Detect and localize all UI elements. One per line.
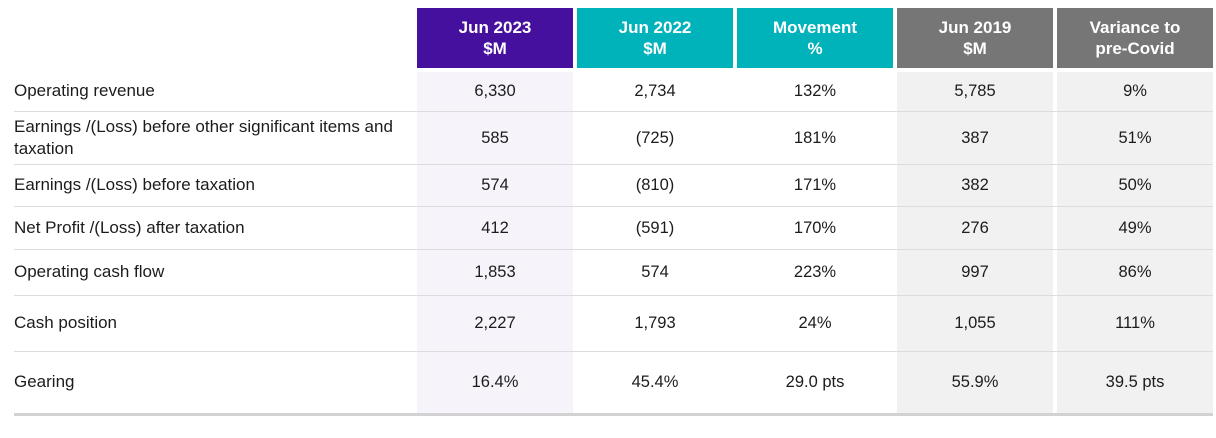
row-label: Gearing xyxy=(14,372,75,392)
value-cell-jun-2022: 45.4% xyxy=(577,352,733,413)
column-header-jun-2019: Jun 2019 $M xyxy=(897,8,1053,68)
value-cell-jun-2019: 387 xyxy=(897,112,1053,164)
table-row-cash-position: Cash position 2,227 1,793 24% 1,055 111% xyxy=(14,296,1213,352)
table-row-net-profit-after-taxation: Net Profit /(Loss) after taxation 412 (5… xyxy=(14,207,1213,250)
value-cell-movement: 24% xyxy=(737,296,893,351)
column-header-line2: $M xyxy=(963,39,987,58)
table-body: Operating revenue 6,330 2,734 132% 5,785… xyxy=(14,72,1213,416)
value-cell-movement: 29.0 pts xyxy=(737,352,893,413)
value-cell-jun-2019: 1,055 xyxy=(897,296,1053,351)
column-header-line2: $M xyxy=(643,39,667,58)
value-cell-movement: 132% xyxy=(737,72,893,111)
value-cell-variance: 86% xyxy=(1057,250,1213,295)
table-row-gearing: Gearing 16.4% 45.4% 29.0 pts 55.9% 39.5 … xyxy=(14,352,1213,416)
column-header-line1: Jun 2019 xyxy=(938,17,1012,37)
value-cell-variance: 50% xyxy=(1057,165,1213,206)
value-cell-jun-2023: 1,853 xyxy=(417,250,573,295)
value-cell-jun-2022: 1,793 xyxy=(577,296,733,351)
column-header-variance-pre-covid: Variance to pre-Covid xyxy=(1057,8,1213,68)
table-row-earnings-before-significant-items: Earnings /(Loss) before other significan… xyxy=(14,112,1213,165)
value-cell-jun-2023: 585 xyxy=(417,112,573,164)
column-header-line1: Jun 2022 xyxy=(618,17,692,37)
row-label: Cash position xyxy=(14,313,118,333)
value-cell-variance: 39.5 pts xyxy=(1057,352,1213,413)
value-cell-jun-2019: 997 xyxy=(897,250,1053,295)
value-cell-variance: 9% xyxy=(1057,72,1213,111)
value-cell-jun-2023: 412 xyxy=(417,207,573,249)
row-label: Operating revenue xyxy=(14,81,155,101)
value-cell-movement: 223% xyxy=(737,250,893,295)
table-row-operating-revenue: Operating revenue 6,330 2,734 132% 5,785… xyxy=(14,72,1213,112)
value-cell-jun-2022: (591) xyxy=(577,207,733,249)
column-header-line1: Movement xyxy=(772,17,858,37)
column-header-jun-2023: Jun 2023 $M xyxy=(417,8,573,68)
value-cell-jun-2019: 276 xyxy=(897,207,1053,249)
row-label: Operating cash flow xyxy=(14,262,165,282)
value-cell-variance: 111% xyxy=(1057,296,1213,351)
row-label: Earnings /(Loss) before taxation xyxy=(14,175,255,195)
column-header-line2: $M xyxy=(483,39,507,58)
value-cell-movement: 181% xyxy=(737,112,893,164)
value-cell-jun-2019: 5,785 xyxy=(897,72,1053,111)
header-spacer xyxy=(14,8,413,68)
column-header-line2: pre-Covid xyxy=(1095,39,1175,58)
value-cell-movement: 170% xyxy=(737,207,893,249)
value-cell-jun-2019: 382 xyxy=(897,165,1053,206)
value-cell-jun-2023: 574 xyxy=(417,165,573,206)
column-header-line2: % xyxy=(807,39,823,58)
value-cell-jun-2023: 2,227 xyxy=(417,296,573,351)
value-cell-movement: 171% xyxy=(737,165,893,206)
value-cell-jun-2023: 6,330 xyxy=(417,72,573,111)
value-cell-variance: 49% xyxy=(1057,207,1213,249)
value-cell-jun-2022: 574 xyxy=(577,250,733,295)
row-label: Net Profit /(Loss) after taxation xyxy=(14,217,245,237)
value-cell-variance: 51% xyxy=(1057,112,1213,164)
value-cell-jun-2022: 2,734 xyxy=(577,72,733,111)
column-header-line1: Jun 2023 xyxy=(458,17,532,37)
column-header-movement: Movement % xyxy=(737,8,893,68)
column-header-line1: Variance to xyxy=(1089,17,1181,37)
table-row-earnings-before-taxation: Earnings /(Loss) before taxation 574 (81… xyxy=(14,165,1213,207)
table-row-operating-cash-flow: Operating cash flow 1,853 574 223% 997 8… xyxy=(14,250,1213,296)
value-cell-jun-2022: (725) xyxy=(577,112,733,164)
value-cell-jun-2019: 55.9% xyxy=(897,352,1053,413)
value-cell-jun-2022: (810) xyxy=(577,165,733,206)
value-cell-jun-2023: 16.4% xyxy=(417,352,573,413)
table-header-row: Jun 2023 $M Jun 2022 $M Movement % Jun 2… xyxy=(14,8,1213,68)
column-header-jun-2022: Jun 2022 $M xyxy=(577,8,733,68)
financial-results-table: Jun 2023 $M Jun 2022 $M Movement % Jun 2… xyxy=(14,8,1213,416)
row-label: Earnings /(Loss) before other significan… xyxy=(14,116,393,158)
